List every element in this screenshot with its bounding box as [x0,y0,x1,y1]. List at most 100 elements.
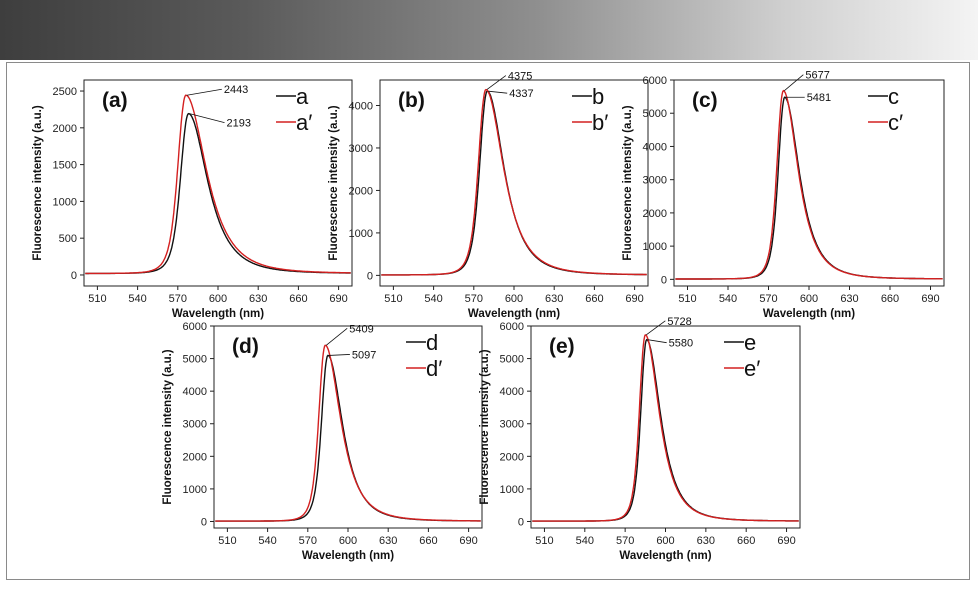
x-tick-label: 630 [840,293,858,305]
y-tick-label: 5000 [500,354,524,366]
x-tick-label: 690 [777,535,795,547]
y-tick-label: 1000 [53,196,77,208]
x-tick-label: 630 [545,293,563,305]
y-tick-label: 5000 [643,108,667,120]
y-tick-label: 5000 [183,354,207,366]
y-tick-label: 3000 [643,175,667,187]
chart-panel-a: 510 540 570 600 630 660 690 0 500 1000 1500 2000 250… [32,79,353,320]
series-line-e-prime [532,334,799,522]
legend-entry-a-prime: a′ [296,110,312,135]
peak-value-label: 5409 [349,323,373,335]
x-axis-title: Wavelength (nm) [619,550,711,562]
legend-entry-a: a [296,84,309,109]
chart-panel-e: 510 540 570 600 630 660 690 0 1000 2000 3000 4000 50… [479,316,801,562]
y-tick-label: 2000 [53,123,77,135]
panel-label: (d) [232,335,259,358]
chart-panel-b: 510 540 570 600 630 660 690 0 1000 2000 3000 4000 Wa… [328,71,649,320]
y-tick-label: 2500 [53,86,77,98]
y-tick-label: 4000 [183,386,207,398]
peak-value-label: 5481 [807,92,831,104]
x-tick-label: 630 [697,535,715,547]
y-tick-label: 2000 [349,185,373,197]
y-tick-label: 4000 [643,141,667,153]
x-tick-label: 600 [339,535,357,547]
x-tick-label: 510 [88,293,106,305]
y-tick-label: 1000 [349,228,373,240]
x-tick-label: 570 [465,293,483,305]
legend-entry-b: b [592,84,604,109]
y-tick-label: 6000 [643,75,667,87]
chart-panel-c: 510 540 570 600 630 660 690 0 1000 2000 3000 4000 50… [622,70,945,320]
peak-callout-line [186,88,222,96]
figure-frame [6,62,970,580]
x-axis-title: Wavelength (nm) [763,308,855,320]
panel-label: (b) [398,89,425,112]
legend-entry-e: e [744,330,756,355]
peak-callout-line [647,339,667,344]
x-tick-label: 660 [737,535,755,547]
x-tick-label: 660 [585,293,603,305]
peak-value-label: 5097 [352,349,376,361]
peak-value-label: 2193 [227,118,251,130]
peak-callout-line [784,74,804,92]
peak-value-label: 4337 [509,88,533,100]
y-tick-label: 0 [518,516,524,528]
y-tick-label: 2000 [183,451,207,463]
peak-callout-line [488,90,508,94]
x-tick-label: 690 [459,535,477,547]
legend-entry-c: c [888,84,899,109]
series-line-c-prime [675,89,943,280]
y-tick-label: 4000 [349,100,373,112]
x-tick-label: 690 [329,293,347,305]
x-tick-label: 540 [719,293,737,305]
header-banner [0,0,978,60]
y-axis-title: Fluorescence intensity (a.u.) [32,105,44,260]
x-tick-label: 660 [289,293,307,305]
x-tick-label: 660 [419,535,437,547]
x-tick-label: 540 [128,293,146,305]
peak-callout-line [189,113,225,124]
x-tick-label: 630 [379,535,397,547]
series-line-a [85,112,351,275]
panel-label: (c) [692,89,718,112]
x-tick-label: 510 [535,535,553,547]
x-tick-label: 600 [800,293,818,305]
y-tick-label: 0 [71,270,77,282]
x-tick-label: 690 [921,293,939,305]
y-tick-label: 3000 [183,419,207,431]
x-tick-label: 540 [576,535,594,547]
y-axis-title: Fluorescence intensity (a.u.) [162,349,174,504]
legend-entry-d: d [426,330,438,355]
x-tick-label: 570 [759,293,777,305]
y-tick-label: 3000 [349,143,373,155]
x-tick-label: 510 [384,293,402,305]
x-tick-label: 690 [625,293,643,305]
panel-label: (a) [102,89,128,112]
x-tick-label: 600 [209,293,227,305]
y-tick-label: 0 [367,270,373,282]
y-tick-label: 6000 [500,321,524,333]
legend-entry-b-prime: b′ [592,110,608,135]
series-line-d-prime [215,344,481,522]
x-tick-label: 660 [881,293,899,305]
legend-entry-e-prime: e′ [744,356,760,381]
y-axis-title: Fluorescence intensity (a.u.) [328,105,340,260]
series-line-b-prime [381,88,647,276]
y-tick-label: 1000 [643,241,667,253]
peak-callout-line [646,320,666,336]
x-axis-title: Wavelength (nm) [302,550,394,562]
y-tick-label: 1500 [53,160,77,172]
series-line-a-prime [85,94,351,275]
legend-entry-d-prime: d′ [426,356,442,381]
x-tick-label: 570 [299,535,317,547]
y-axis-title: Fluorescence intensity (a.u.) [479,349,491,504]
y-tick-label: 1000 [500,484,524,496]
x-tick-label: 540 [424,293,442,305]
legend-entry-c-prime: c′ [888,110,903,135]
x-tick-label: 600 [505,293,523,305]
y-tick-label: 2000 [643,208,667,220]
y-tick-label: 6000 [183,321,207,333]
peak-value-label: 5677 [805,70,829,82]
x-tick-label: 570 [616,535,634,547]
x-axis-title: Wavelength (nm) [172,308,264,320]
